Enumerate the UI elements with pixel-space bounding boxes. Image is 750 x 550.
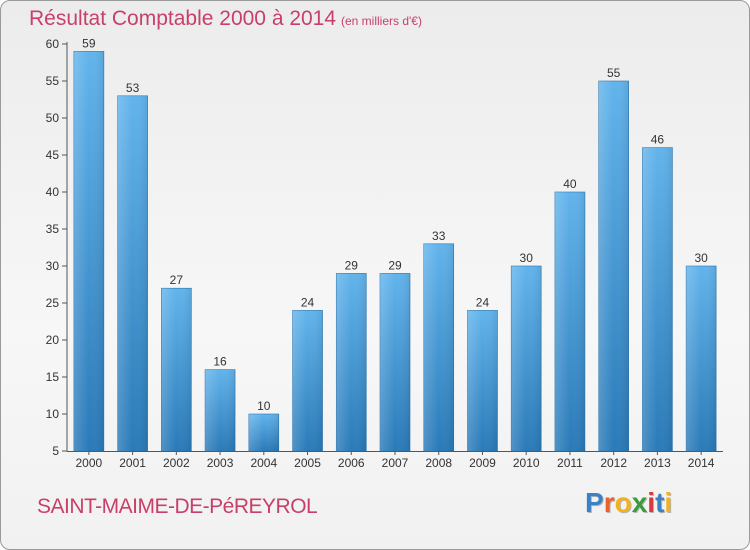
bar-value-label: 30: [520, 251, 534, 265]
proxiti-logo: Proxiti: [585, 487, 672, 519]
logo-letter: x: [631, 487, 648, 518]
bar-shade: [205, 369, 236, 451]
x-tick-label: 2001: [119, 456, 146, 470]
bar-value-label: 59: [82, 36, 96, 50]
x-tick-label: 2004: [250, 456, 277, 470]
bar-value-label: 24: [476, 295, 490, 309]
y-tick-label: 35: [46, 222, 60, 236]
logo-letter: r: [603, 487, 615, 518]
bar-shade: [467, 310, 498, 451]
y-tick-label: 10: [46, 407, 60, 421]
bar-shade: [117, 95, 148, 452]
bar-value-label: 29: [388, 258, 402, 272]
bar-shade: [336, 273, 367, 451]
bar-value-label: 10: [257, 399, 271, 413]
bar-shade: [686, 266, 717, 451]
x-tick-label: 2010: [513, 456, 540, 470]
bar-shade: [511, 266, 542, 451]
bar-value-label: 27: [170, 273, 184, 287]
x-tick-label: 2014: [688, 456, 715, 470]
x-tick-label: 2005: [294, 456, 321, 470]
bar-shade: [423, 243, 454, 451]
x-tick-label: 2002: [163, 456, 190, 470]
x-tick-label: 2008: [425, 456, 452, 470]
logo-letter: o: [614, 487, 632, 518]
x-tick-label: 2003: [207, 456, 234, 470]
x-tick-label: 2000: [76, 456, 103, 470]
logo-letter: i: [664, 487, 673, 518]
bar-shade: [292, 310, 323, 451]
y-tick-label: 25: [46, 296, 60, 310]
y-tick-label: 30: [46, 259, 60, 273]
bar-value-label: 16: [213, 355, 227, 369]
bar-value-label: 30: [694, 251, 708, 265]
bar-shade: [248, 414, 279, 451]
bar-shade: [642, 147, 673, 451]
x-tick-label: 2012: [600, 456, 627, 470]
bar-shade: [554, 192, 585, 451]
bar-value-label: 53: [126, 81, 140, 95]
y-tick-label: 45: [46, 148, 60, 162]
y-tick-label: 60: [46, 37, 60, 51]
logo-letter: i: [647, 487, 656, 518]
bar-shade: [161, 288, 192, 451]
y-tick-label: 15: [46, 370, 60, 384]
bar-shade: [380, 273, 410, 451]
logo-letter: t: [655, 487, 665, 518]
y-tick-label: 20: [46, 333, 60, 347]
bar-shade: [598, 81, 629, 451]
y-tick-label: 5: [52, 444, 59, 458]
bar-value-label: 46: [651, 133, 665, 147]
y-tick-label: 55: [46, 74, 60, 88]
bar-value-label: 33: [432, 229, 446, 243]
x-tick-label: 2009: [469, 456, 496, 470]
x-tick-label: 2007: [382, 456, 409, 470]
bar-value-label: 24: [301, 295, 315, 309]
x-tick-label: 2011: [557, 456, 583, 470]
bar-value-label: 55: [607, 66, 621, 80]
bar-shade: [73, 51, 104, 452]
chart-title: Résultat Comptable 2000 à 2014: [29, 7, 337, 30]
bar-value-label: 40: [563, 177, 577, 191]
chart-subtitle: (en milliers d'€): [341, 14, 422, 28]
logo-letter: P: [585, 487, 604, 518]
y-tick-label: 50: [46, 111, 60, 125]
y-tick-label: 40: [46, 185, 60, 199]
x-tick-label: 2006: [338, 456, 365, 470]
commune-name: SAINT-MAIME-DE-PéREYROL: [37, 495, 318, 518]
x-tick-label: 2013: [644, 456, 671, 470]
bar-value-label: 29: [345, 258, 359, 272]
